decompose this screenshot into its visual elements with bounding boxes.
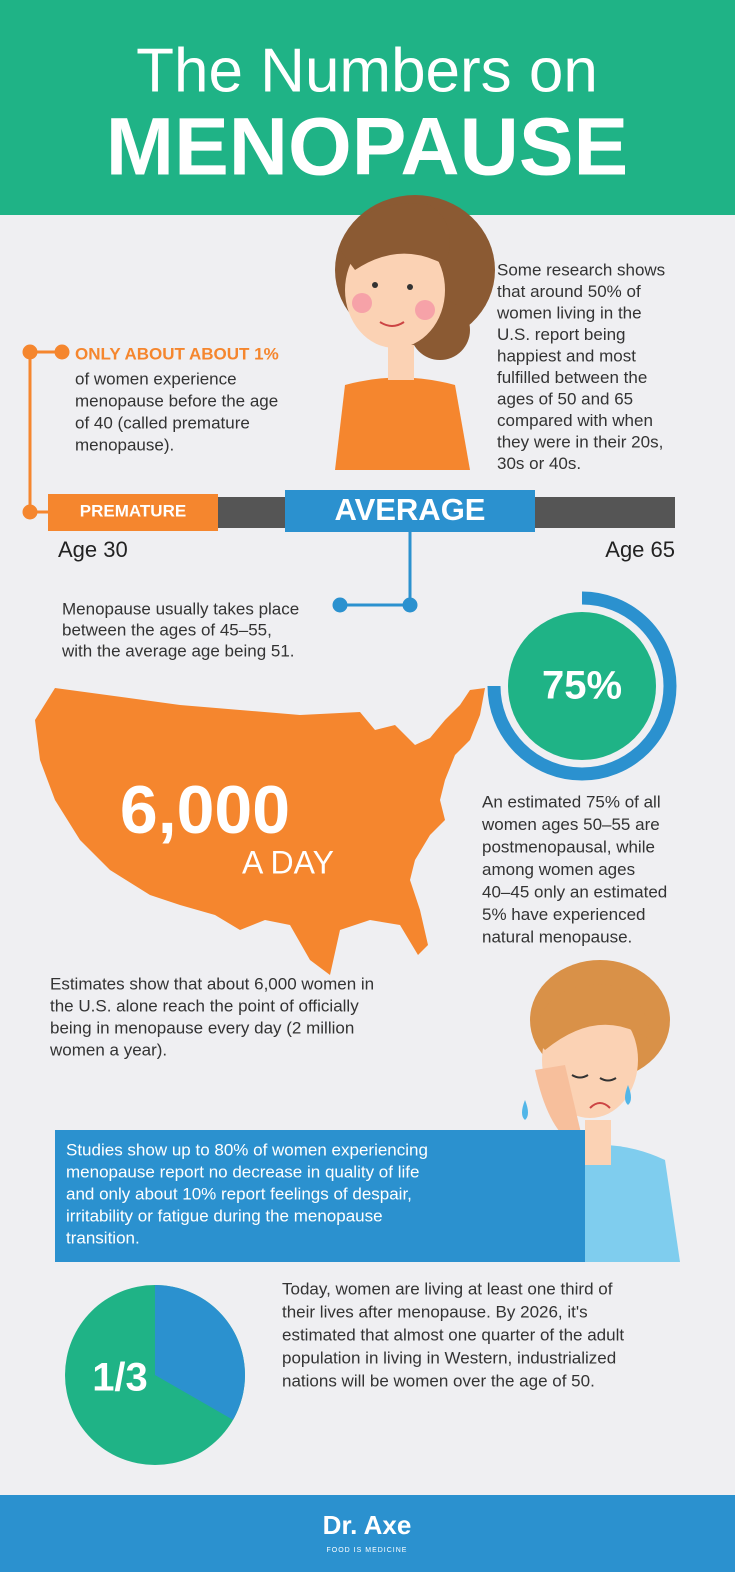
text-line: population in living in Western, industr… <box>282 1348 616 1367</box>
text-line: Menopause usually takes place <box>62 599 299 618</box>
callout-box <box>55 1130 585 1262</box>
text-line: Today, women are living at least one thi… <box>282 1279 613 1298</box>
text-line: happiest and most <box>497 346 636 365</box>
text-block: Today, women are living at least one thi… <box>282 1279 624 1390</box>
woman-illustration <box>335 195 495 470</box>
text-block: Studies show up to 80% of women experien… <box>66 1140 428 1247</box>
pie-wedge <box>155 1285 246 1420</box>
ring-label: 75% <box>542 664 622 708</box>
text-line: women a year). <box>49 1040 167 1059</box>
text-line: women living in the <box>496 303 642 322</box>
text-line: their lives after menopause. By 2026, it… <box>282 1302 588 1321</box>
text-line: with the average age being 51. <box>61 641 295 660</box>
title: MENOPAUSE <box>106 102 628 193</box>
text-line: and only about 10% report feelings of de… <box>66 1184 412 1203</box>
text-line: An estimated 75% of all <box>482 792 661 811</box>
text-line: that around 50% of <box>497 282 641 301</box>
text-line: being in menopause every day (2 million <box>50 1018 354 1037</box>
title: The Numbers on <box>136 36 598 105</box>
text-line: Some research shows <box>497 260 665 279</box>
text-block: Estimates show that about 6,000 women in… <box>49 974 374 1059</box>
timeline-segment <box>48 494 218 531</box>
connector <box>332 532 418 613</box>
text-line: 5% have experienced <box>482 905 646 924</box>
us-map <box>35 688 485 975</box>
text-line: among women ages <box>482 860 635 879</box>
text-line: natural menopause. <box>482 927 632 946</box>
text-line: 30s or 40s. <box>497 454 581 473</box>
brand: Dr. Axe <box>323 1510 412 1540</box>
map-unit: A DAY <box>242 844 334 880</box>
text-line: 40–45 only an estimated <box>482 882 667 901</box>
text-line: between the ages of 45–55, <box>62 620 272 639</box>
age-label: Age 30 <box>58 537 128 562</box>
age-label: Age 65 <box>605 537 675 562</box>
text-line: Studies show up to 80% of women experien… <box>66 1140 428 1159</box>
segment-label: AVERAGE <box>334 492 485 527</box>
text-line: nations will be women over the age of 50… <box>282 1371 595 1390</box>
text-line: menopause before the age <box>75 391 278 410</box>
text-line: menopause). <box>75 435 174 454</box>
timeline-segment <box>285 490 535 532</box>
text-line: irritability or fatigue during the menop… <box>66 1206 383 1225</box>
map-number: 6,000 <box>120 772 290 848</box>
ring-arc <box>487 591 677 781</box>
text-line: the U.S. alone reach the point of offici… <box>50 996 359 1015</box>
connector <box>22 344 70 520</box>
text-block: An estimated 75% of all women ages 50–55 … <box>481 792 667 946</box>
text-line: they were in their 20s, <box>497 432 663 451</box>
tagline: FOOD IS MEDICINE <box>327 1547 408 1554</box>
text-line: of 40 (called premature <box>75 413 250 432</box>
text-line: women ages 50–55 are <box>481 815 660 834</box>
ring-center <box>508 612 656 760</box>
pie-label: 1/3 <box>92 1356 148 1400</box>
segment-label: PREMATURE <box>80 501 186 520</box>
text-block: of women experience menopause before the … <box>75 369 278 454</box>
text-line: compared with when <box>497 411 653 430</box>
text-line: postmenopausal, while <box>482 837 655 856</box>
text-block: Some research shows that around 50% of wom… <box>496 260 665 473</box>
text-line: menopause report no decrease in quality … <box>66 1162 419 1181</box>
text-line: of women experience <box>75 369 237 388</box>
text-line: fulfilled between the <box>497 368 647 387</box>
text-line: estimated that almost one quarter of the… <box>282 1325 624 1344</box>
text-block: Menopause usually takes place between the… <box>61 599 299 660</box>
text-line: transition. <box>66 1228 140 1247</box>
text-line: ages of 50 and 65 <box>497 389 633 408</box>
footer-band <box>0 1495 735 1572</box>
text-line: U.S. report being <box>497 325 626 344</box>
highlight: ONLY ABOUT ABOUT 1% <box>75 344 279 363</box>
text-line: Estimates show that about 6,000 women in <box>50 974 374 993</box>
header-band <box>0 0 735 215</box>
